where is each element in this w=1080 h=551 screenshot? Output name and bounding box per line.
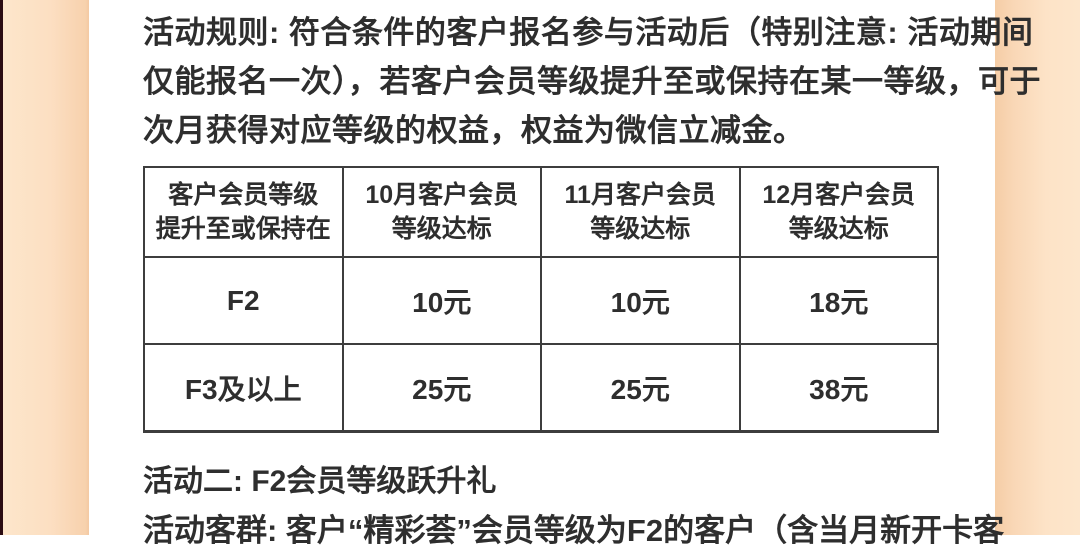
rules-line-1: 活动规则: 符合条件的客户报名参与活动后（特别注意: 活动期间 [143,15,1034,50]
activity2-audience-line: 活动客群: 客户“精彩荟”会员等级为F2的客户（含当月新开卡客 [143,513,1005,548]
content-panel: 活动规则: 符合条件的客户报名参与活动后（特别注意: 活动期间 仅能报名一次），… [89,0,1041,548]
table-cell-oct-amount: 25元 [341,343,542,433]
left-edge-strip [0,0,3,535]
table-header-row: 客户会员等级 提升至或保持在 10月客户会员 等级达标 11月客户会员 等级达标… [143,166,939,258]
table-cell-level: F3及以上 [143,343,344,433]
table-header-november: 11月客户会员 等级达标 [540,166,741,258]
table-header-december: 12月客户会员 等级达标 [738,166,939,258]
table-row-f2: F2 10元 10元 18元 [143,256,939,345]
table-cell-level: F2 [143,256,344,345]
rules-paragraph: 活动规则: 符合条件的客户报名参与活动后（特别注意: 活动期间 仅能报名一次），… [143,8,1041,155]
table-cell-nov-amount: 10元 [540,256,741,345]
table-cell-nov-amount: 25元 [540,343,741,433]
table-header-level: 客户会员等级 提升至或保持在 [143,166,344,258]
table-header-october: 10月客户会员 等级达标 [341,166,542,258]
table-row-f3plus: F3及以上 25元 25元 38元 [143,343,939,433]
benefits-table: 客户会员等级 提升至或保持在 10月客户会员 等级达标 11月客户会员 等级达标… [143,166,939,433]
table-cell-dec-amount: 38元 [738,343,939,433]
activity2-heading: 活动二: F2会员等级跃升礼 [143,465,497,498]
table-cell-oct-amount: 10元 [341,256,542,345]
table-cell-dec-amount: 18元 [738,256,939,345]
right-side-band [995,0,1080,535]
rules-line-3: 次月获得对应等级的权益，权益为微信立减金。 [143,113,805,148]
left-side-band [3,0,89,535]
rules-line-2: 仅能报名一次），若客户会员等级提升至或保持在某一等级，可于 [143,64,1041,99]
